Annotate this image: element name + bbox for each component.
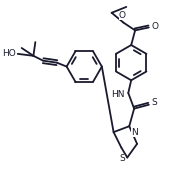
Text: O: O (119, 11, 126, 20)
Text: S: S (120, 154, 125, 163)
Text: O: O (152, 22, 159, 31)
Text: N: N (131, 128, 138, 137)
Text: HN: HN (111, 90, 124, 99)
Text: S: S (152, 98, 157, 107)
Text: HO: HO (2, 49, 16, 58)
